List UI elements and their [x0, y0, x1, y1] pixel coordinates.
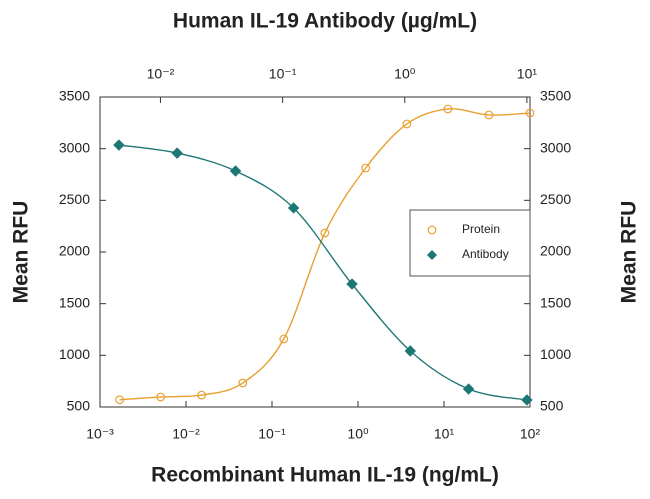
- x2-tick-label: 10⁻²: [147, 66, 175, 82]
- top-axis-title: Human IL-19 Antibody (µg/mL): [173, 10, 477, 33]
- data-point: [113, 139, 125, 151]
- data-point: [156, 392, 166, 402]
- y-tick-label: 500: [67, 398, 91, 414]
- x-axis-title: Recombinant Human IL-19 (ng/mL): [151, 464, 499, 487]
- x-tick-label: 10⁻²: [172, 426, 200, 442]
- data-point: [171, 147, 183, 159]
- data-point: [525, 108, 535, 118]
- legend-label: Protein: [462, 222, 500, 236]
- y2-tick-label: 1000: [540, 346, 571, 362]
- y-tick-label: 1000: [59, 346, 90, 362]
- x-tick-label: 10⁰: [347, 426, 369, 442]
- y-tick-label: 1500: [59, 294, 90, 310]
- x2-tick-label: 10⁻¹: [269, 66, 297, 82]
- data-point: [346, 278, 358, 290]
- x2-tick-label: 10¹: [517, 66, 538, 82]
- data-point: [521, 394, 533, 406]
- y2-tick-label: 2500: [540, 191, 571, 207]
- legend-marker: [427, 225, 437, 235]
- legend-box: [409, 209, 531, 277]
- y-tick-label: 2500: [59, 191, 90, 207]
- y-tick-label: 3500: [59, 88, 90, 104]
- data-point: [229, 165, 242, 177]
- y2-tick-label: 1500: [540, 294, 571, 310]
- fit-line: [118, 144, 528, 401]
- data-point: [115, 395, 124, 405]
- data-point: [404, 345, 416, 357]
- x-tick-label: 10¹: [434, 426, 455, 442]
- fit-line: [119, 108, 531, 401]
- data-point: [238, 378, 248, 388]
- data-point: [443, 104, 453, 114]
- data-point: [287, 202, 300, 214]
- data-point: [197, 390, 207, 400]
- y-tick-label: 3000: [59, 139, 90, 155]
- x2-tick-label: 10⁰: [394, 66, 416, 82]
- legend-marker: [427, 250, 437, 260]
- data-point: [402, 119, 412, 129]
- y2-tick-label: 3500: [540, 88, 571, 104]
- y-tick-label: 2000: [59, 243, 90, 259]
- legend-label: Antibody: [462, 247, 509, 261]
- y2-tick-label: 2000: [540, 243, 571, 259]
- x-tick-label: 10⁻³: [86, 426, 114, 442]
- data-point: [279, 334, 289, 344]
- data-point: [484, 110, 494, 120]
- y-axis-title: Mean RFU: [10, 201, 33, 304]
- y2-axis-title: Mean RFU: [618, 201, 641, 304]
- data-point: [462, 383, 475, 395]
- data-point: [361, 163, 371, 173]
- y2-tick-label: 3000: [540, 139, 571, 155]
- x-tick-label: 10⁻¹: [258, 426, 286, 442]
- data-point: [320, 228, 330, 238]
- y2-tick-label: 500: [540, 398, 564, 414]
- x-tick-label: 10²: [520, 426, 541, 442]
